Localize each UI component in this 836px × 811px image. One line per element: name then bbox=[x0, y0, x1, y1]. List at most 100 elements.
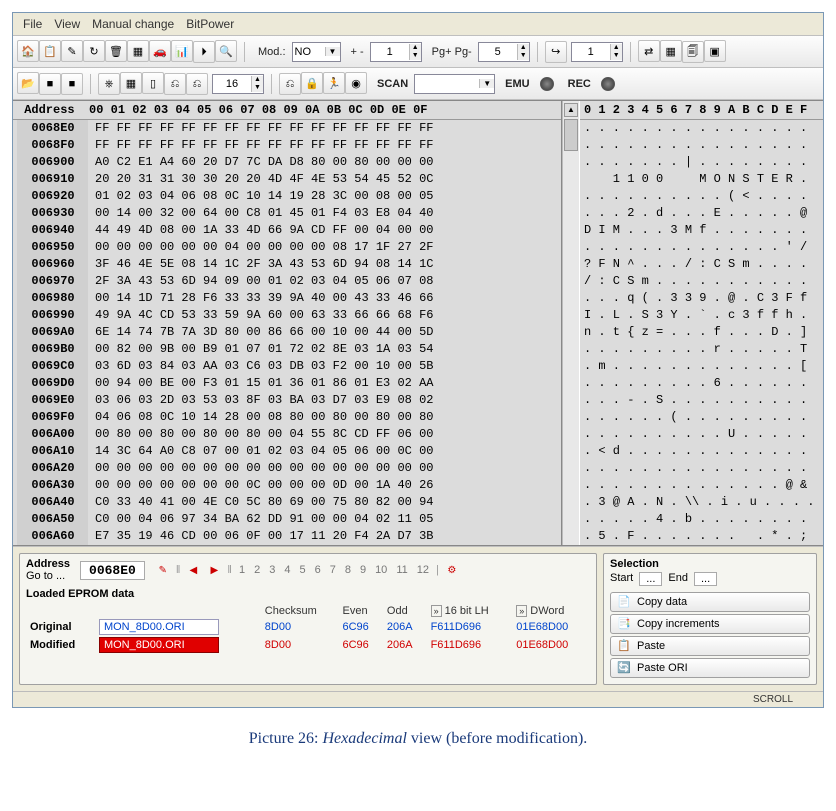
tb1-btn-5[interactable]: ▦ bbox=[127, 40, 149, 62]
tb2-mid-btn-4[interactable]: ⎌ bbox=[186, 73, 208, 95]
hex-row[interactable]: 006920 01 02 03 04 06 08 0C 10 14 19 28 … bbox=[13, 188, 561, 205]
mod-file[interactable]: MON_8D00.ORI bbox=[99, 637, 219, 653]
hex-row[interactable]: 006A20 00 00 00 00 00 00 00 00 00 00 00 … bbox=[13, 460, 561, 477]
nav-arrow-icon[interactable]: ◀ bbox=[185, 563, 201, 577]
scrollbar[interactable]: ▲ bbox=[562, 101, 579, 545]
tb1-btn-1[interactable]: 📋 bbox=[39, 40, 61, 62]
copy-data-button[interactable]: 📄Copy data bbox=[610, 592, 810, 612]
hex-row[interactable]: 006960 3F 46 4E 5E 08 14 1C 2F 3A 43 53 … bbox=[13, 256, 561, 273]
tb1-right-btn-3[interactable]: ▣ bbox=[704, 40, 726, 62]
hex-row[interactable]: 006930 00 14 00 32 00 64 00 C8 01 45 01 … bbox=[13, 205, 561, 222]
tb2-group-btn-3[interactable]: ◉ bbox=[345, 72, 367, 94]
tb1-btn-3[interactable]: ↻ bbox=[83, 40, 105, 62]
ascii-row[interactable]: I . L . S 3 Y . ` . c 3 f f h . bbox=[580, 307, 823, 324]
hex-row[interactable]: 006900 A0 C2 E1 A4 60 20 D7 7C DA D8 80 … bbox=[13, 154, 561, 171]
ascii-row[interactable]: . . . q ( . 3 3 9 . @ . C 3 F f bbox=[580, 290, 823, 307]
current-address[interactable]: 0068E0 bbox=[80, 561, 145, 580]
orig-file[interactable]: MON_8D00.ORI bbox=[99, 619, 219, 635]
hex-row[interactable]: 0069F0 04 06 08 0C 10 14 28 00 08 80 00 … bbox=[13, 409, 561, 426]
menu-manual[interactable]: Manual change bbox=[92, 17, 174, 31]
hex-row[interactable]: 0069B0 00 82 00 9B 00 B9 01 07 01 72 02 … bbox=[13, 341, 561, 358]
ascii-row[interactable]: . . . - . S . . . . . . . . . . bbox=[580, 392, 823, 409]
hex-row[interactable]: 0069A0 6E 14 74 7B 7A 3D 80 00 86 66 00 … bbox=[13, 324, 561, 341]
ascii-row[interactable]: . m . . . . . . . . . . . . . [ bbox=[580, 358, 823, 375]
ascii-row[interactable]: . . . . . . . . . . . . . . . . bbox=[580, 460, 823, 477]
nav-slot[interactable]: 3 bbox=[267, 564, 277, 576]
scroll-thumb[interactable] bbox=[564, 119, 578, 151]
tb1-btn-6[interactable]: 🚗 bbox=[149, 40, 171, 62]
ascii-row[interactable]: . . . . . . . . . . . . . . ' / bbox=[580, 239, 823, 256]
nav-config-icon[interactable]: ⚙ bbox=[444, 563, 460, 577]
tb2-left-btn-1[interactable]: ■ bbox=[39, 73, 61, 95]
pgpg-spin[interactable]: ▲▼ bbox=[478, 42, 530, 62]
hex-row[interactable]: 006950 00 00 00 00 00 00 04 00 00 00 00 … bbox=[13, 239, 561, 256]
hex-row[interactable]: 006940 44 49 4D 08 00 1A 33 4D 66 9A CD … bbox=[13, 222, 561, 239]
ascii-row[interactable]: D I M . . . 3 M f . . . . . . . bbox=[580, 222, 823, 239]
hex-row[interactable]: 0069D0 00 94 00 BE 00 F3 01 15 01 36 01 … bbox=[13, 375, 561, 392]
hex-row[interactable]: 006A00 00 80 00 80 00 80 00 80 00 04 55 … bbox=[13, 426, 561, 443]
nav-slot[interactable]: 6 bbox=[313, 564, 323, 576]
sel-end-value[interactable]: ... bbox=[694, 572, 717, 586]
menu-file[interactable]: File bbox=[23, 17, 42, 31]
ascii-row[interactable]: . . . 2 . d . . . E . . . . . @ bbox=[580, 205, 823, 222]
nav-slot[interactable]: 11 bbox=[394, 564, 409, 576]
tb2-left-btn-0[interactable]: 📂 bbox=[17, 72, 39, 94]
tb2-mid-btn-3[interactable]: ⎌ bbox=[164, 73, 186, 95]
nav-slot[interactable]: 8 bbox=[343, 564, 353, 576]
ascii-row[interactable]: . . . . . . . . . . U . . . . . bbox=[580, 426, 823, 443]
ascii-row[interactable]: . . . . . . . . . . . . . . . . bbox=[580, 137, 823, 154]
hex-row[interactable]: 006910 20 20 31 31 30 30 20 20 4D 4F 4E … bbox=[13, 171, 561, 188]
ascii-row[interactable]: n . t { z = . . . f . . . D . ] bbox=[580, 324, 823, 341]
tb2-group-btn-1[interactable]: 🔒 bbox=[301, 72, 323, 94]
ascii-row[interactable]: . . . . . . . . . r . . . . . T bbox=[580, 341, 823, 358]
ascii-row[interactable]: . . . . . 4 . b . . . . . . . . bbox=[580, 511, 823, 528]
scan-combo[interactable]: ▼ bbox=[414, 74, 495, 94]
nav-edit-icon[interactable]: ✎ bbox=[155, 563, 171, 577]
tb2-mid-btn-0[interactable]: ⎈ bbox=[98, 73, 120, 95]
ascii-row[interactable]: 1 1 0 0 M O N S T E R . bbox=[580, 171, 823, 188]
nav-slot[interactable]: 4 bbox=[282, 564, 292, 576]
tb1-right-btn-0[interactable]: ⇄ bbox=[638, 40, 660, 62]
nav-slot[interactable]: 12 bbox=[415, 564, 431, 576]
ascii-row[interactable]: . . . . . . ( . . . . . . . . . bbox=[580, 409, 823, 426]
sel-start-value[interactable]: ... bbox=[639, 572, 662, 586]
paste-button[interactable]: 📋Paste bbox=[610, 636, 810, 656]
mod-combo[interactable]: ▼ bbox=[292, 42, 341, 62]
goto-icon[interactable]: ↪ bbox=[545, 41, 567, 63]
nav-arrow-icon[interactable]: ▶ bbox=[206, 563, 222, 577]
tb1-right-btn-2[interactable]: 🗐 bbox=[682, 41, 704, 63]
nav-slot[interactable]: 2 bbox=[252, 564, 262, 576]
width-spin[interactable]: ▲▼ bbox=[212, 74, 264, 94]
menu-bitpower[interactable]: BitPower bbox=[186, 17, 234, 31]
ascii-row[interactable]: . 3 @ A . N . \\ . i . u . . . . bbox=[580, 494, 823, 511]
hex-row[interactable]: 006980 00 14 1D 71 28 F6 33 33 39 9A 40 … bbox=[13, 290, 561, 307]
hex-row[interactable]: 006A50 C0 00 04 06 97 34 BA 62 DD 91 00 … bbox=[13, 511, 561, 528]
tb1-btn-0[interactable]: 🏠 bbox=[17, 40, 39, 62]
hex-row[interactable]: 006970 2F 3A 43 53 6D 94 09 00 01 02 03 … bbox=[13, 273, 561, 290]
hex-row[interactable]: 006A40 C0 33 40 41 00 4E C0 5C 80 69 00 … bbox=[13, 494, 561, 511]
ascii-row[interactable]: . . . . . . . | . . . . . . . . bbox=[580, 154, 823, 171]
hex-row[interactable]: 006990 49 9A 4C CD 53 33 59 9A 60 00 63 … bbox=[13, 307, 561, 324]
hex-row[interactable]: 0069C0 03 6D 03 84 03 AA 03 C6 03 DB 03 … bbox=[13, 358, 561, 375]
hex-row[interactable]: 006A10 14 3C 64 A0 C8 07 00 01 02 03 04 … bbox=[13, 443, 561, 460]
scroll-up-icon[interactable]: ▲ bbox=[564, 103, 578, 117]
menu-view[interactable]: View bbox=[54, 17, 80, 31]
copy-increments-button[interactable]: 📑Copy increments bbox=[610, 614, 810, 634]
tb2-group-btn-2[interactable]: 🏃 bbox=[323, 72, 345, 94]
ascii-row[interactable]: / : C S m . . . . . . . . . . . bbox=[580, 273, 823, 290]
tb1-btn-4[interactable]: 🗑 bbox=[105, 40, 127, 62]
tb2-left-btn-2[interactable]: ■ bbox=[61, 73, 83, 95]
hex-row[interactable]: 006A60 E7 35 19 46 CD 00 06 0F 00 17 11 … bbox=[13, 528, 561, 545]
tb1-right-btn-1[interactable]: ▦ bbox=[660, 40, 682, 62]
tb2-group-btn-0[interactable]: ⎌ bbox=[279, 73, 301, 95]
tb1-btn-2[interactable]: ✎ bbox=[61, 40, 83, 62]
hex-row[interactable]: 006A30 00 00 00 00 00 00 00 0C 00 00 00 … bbox=[13, 477, 561, 494]
nav-slot[interactable]: 10 bbox=[373, 564, 389, 576]
ascii-row[interactable]: . 5 . F . . . . . . . . * . ; bbox=[580, 528, 823, 545]
hex-row[interactable]: 0068F0 FF FF FF FF FF FF FF FF FF FF FF … bbox=[13, 137, 561, 154]
tb2-mid-btn-1[interactable]: ▦ bbox=[120, 72, 142, 94]
ascii-row[interactable]: . . . . . . . . . . ( < . . . . bbox=[580, 188, 823, 205]
ascii-row[interactable]: . < d . . . . . . . . . . . . . bbox=[580, 443, 823, 460]
tb1-btn-7[interactable]: 📊 bbox=[171, 40, 193, 62]
nav-slot[interactable]: 1 bbox=[237, 564, 247, 576]
